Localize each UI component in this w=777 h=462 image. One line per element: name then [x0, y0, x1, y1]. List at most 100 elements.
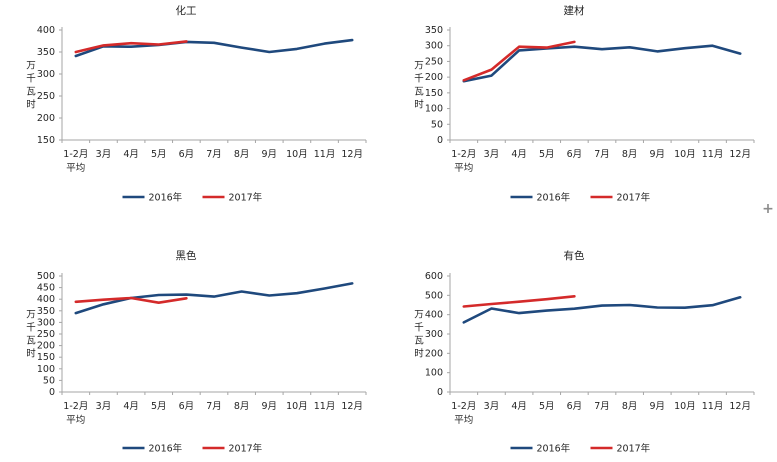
y-tick-label: 400: [37, 294, 55, 305]
chart-chemical[interactable]: 化工 150 200 250 300 350 400 1-2月 平均 3月 4月 5月 6月 7月 8月 9月…: [0, 0, 388, 231]
y-tick-label: 200: [37, 113, 55, 124]
chart-title: 黑色: [176, 249, 197, 262]
y-tick-label: 100: [425, 368, 443, 379]
y-tick-label: 450: [37, 283, 55, 294]
x-tick-label: 平均: [66, 414, 85, 426]
legend-label-2017: 2017年: [617, 443, 651, 455]
chart-title: 建材: [564, 4, 585, 17]
y-tick-label: 350: [37, 306, 55, 317]
series-line-2017[interactable]: [74, 40, 188, 54]
x-tick-label: 5月: [151, 401, 167, 412]
y-tick-label: 350: [425, 25, 443, 36]
x-tick-label: 3月: [484, 401, 500, 412]
plus-cursor-icon: +: [762, 201, 774, 217]
x-tick-label: 4月: [511, 149, 527, 160]
x-tick-label: 5月: [539, 149, 555, 160]
legend-label-2017: 2017年: [617, 192, 651, 204]
x-tick-label: 6月: [179, 149, 195, 160]
y-tick-label: 500: [425, 290, 443, 301]
x-tick-label: 8月: [234, 401, 250, 412]
x-tick-label: 9月: [649, 149, 665, 160]
x-tick-label: 7月: [594, 149, 610, 160]
series-line-2017[interactable]: [462, 295, 576, 308]
x-tick-label: 1-2月: [451, 149, 476, 160]
y-axis-title: 千: [26, 323, 36, 334]
x-tick-label: 8月: [234, 149, 250, 160]
x-tick-label: 4月: [123, 149, 139, 160]
chart-building-materials[interactable]: 建材 0 50 100 150 200 250 300 350 1-2月 平均 3月 4月 5月 6月 7月 8…: [388, 0, 777, 231]
series-line-2016[interactable]: [462, 296, 742, 324]
x-tick-label: 10月: [286, 401, 308, 412]
series-line-2016[interactable]: [74, 38, 354, 58]
y-tick-label: 250: [37, 91, 55, 102]
y-tick-label: 50: [431, 119, 443, 130]
x-tick-label: 7月: [594, 401, 610, 412]
legend-label-2016: 2016年: [149, 192, 183, 204]
x-tick-label: 6月: [179, 401, 195, 412]
y-tick-label: 300: [425, 329, 443, 340]
y-axis-title: 时: [26, 348, 36, 360]
y-axis-title: 时: [414, 99, 424, 111]
x-tick-label: 3月: [484, 149, 500, 160]
x-tick-label: 9月: [261, 149, 277, 160]
y-tick-label: 0: [437, 135, 443, 146]
chart-title: 有色: [564, 249, 585, 262]
x-tick-label: 11月: [702, 149, 724, 160]
y-tick-label: 100: [425, 104, 443, 115]
legend-label-2016: 2016年: [537, 192, 571, 204]
y-tick-label: 150: [37, 352, 55, 363]
x-tick-label: 8月: [622, 401, 638, 412]
y-tick-label: 250: [37, 329, 55, 340]
x-tick-label: 10月: [674, 149, 696, 160]
x-tick-label: 7月: [206, 401, 222, 412]
y-tick-label: 300: [37, 317, 55, 328]
x-tick-label: 9月: [261, 401, 277, 412]
legend-label-2016: 2016年: [149, 443, 183, 455]
x-tick-label: 3月: [96, 401, 112, 412]
x-tick-label: 平均: [454, 162, 473, 174]
series-line-2016[interactable]: [74, 282, 354, 315]
y-axis-title: 千: [414, 323, 424, 334]
y-tick-label: 0: [437, 387, 443, 398]
y-axis-title: 瓦: [414, 87, 424, 98]
x-tick-label: 11月: [702, 401, 724, 412]
y-tick-label: 200: [425, 72, 443, 83]
chart-nonferrous[interactable]: 有色 0 100 200 300 400 500 600 1-2月 平均 3月 4月 5月 6月 7月 8月 9…: [388, 231, 777, 462]
chart-title: 化工: [176, 4, 197, 17]
y-tick-label: 400: [425, 310, 443, 321]
y-tick-label: 300: [37, 69, 55, 80]
x-tick-label: 3月: [96, 149, 112, 160]
series-line-2016[interactable]: [462, 44, 742, 83]
x-tick-label: 12月: [341, 401, 363, 412]
y-tick-label: 300: [425, 41, 443, 52]
legend-label-2017: 2017年: [229, 192, 263, 204]
y-axis-title: 万: [414, 61, 424, 72]
x-tick-label: 1-2月: [63, 401, 88, 412]
y-tick-label: 400: [37, 25, 55, 36]
y-tick-label: 150: [37, 135, 55, 146]
x-tick-label: 10月: [286, 149, 308, 160]
x-tick-label: 11月: [314, 401, 336, 412]
legend-label-2016: 2016年: [537, 443, 571, 455]
y-axis-title: 万: [26, 310, 36, 321]
x-tick-label: 10月: [674, 401, 696, 412]
y-tick-label: 200: [37, 341, 55, 352]
x-tick-label: 11月: [314, 149, 336, 160]
y-axis-title: 千: [414, 74, 424, 85]
x-tick-label: 5月: [151, 149, 167, 160]
series-line-2017[interactable]: [74, 296, 188, 304]
x-tick-label: 12月: [729, 401, 751, 412]
x-tick-label: 12月: [729, 149, 751, 160]
y-tick-label: 50: [43, 375, 55, 386]
x-tick-label: 5月: [539, 401, 555, 412]
series-line-2017[interactable]: [462, 40, 576, 82]
chart-ferrous[interactable]: 黑色 0 50 100 150 200 250 300 350 400 450 500 1-2月 平均 3月…: [0, 231, 388, 462]
x-tick-label: 6月: [567, 401, 583, 412]
x-tick-label: 9月: [649, 401, 665, 412]
x-tick-label: 7月: [206, 149, 222, 160]
x-tick-label: 1-2月: [451, 401, 476, 412]
x-tick-label: 4月: [511, 401, 527, 412]
